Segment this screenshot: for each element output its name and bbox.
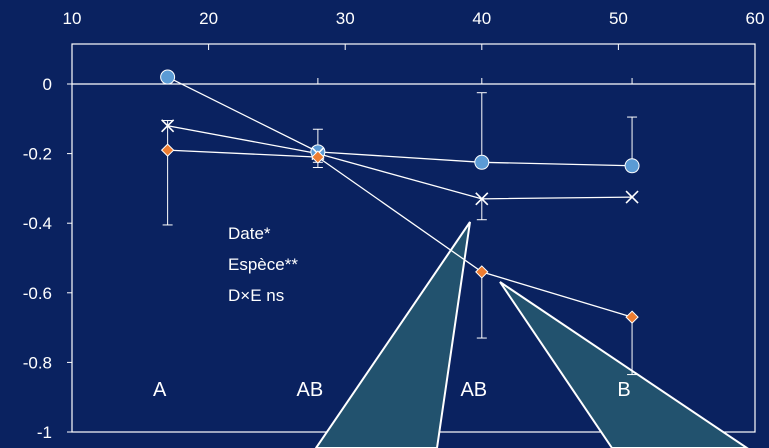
x-tick-label: 60 xyxy=(746,9,765,28)
x-tick-label: 20 xyxy=(199,9,218,28)
x-tick-label: 50 xyxy=(609,9,628,28)
x-axis: 10 20 30 40 50 60 xyxy=(63,9,765,50)
group-letter: A xyxy=(153,379,167,401)
group-letter: AB xyxy=(297,379,324,401)
stats-annotation: Date* Espèce** D×E ns xyxy=(228,224,298,305)
data-point-diamond xyxy=(625,310,639,324)
annotation-line: D×E ns xyxy=(228,286,284,305)
y-tick-label: -0.4 xyxy=(23,214,52,233)
data-point-diamond xyxy=(311,150,325,164)
callout-shapes xyxy=(314,221,749,448)
series-cross xyxy=(167,125,633,221)
data-point-circle xyxy=(624,158,640,174)
data-point-circle xyxy=(160,69,176,85)
group-letter: AB xyxy=(460,379,487,401)
group-letters: A AB AB B xyxy=(153,379,631,401)
data-point-circle xyxy=(474,154,490,170)
series-line xyxy=(167,76,633,167)
callout-wedge-left xyxy=(314,221,471,448)
series-circle xyxy=(162,71,638,167)
y-tick-label: -1 xyxy=(37,423,52,442)
callout-wedge-right xyxy=(499,281,749,448)
series-line xyxy=(167,149,633,318)
data-point-diamond xyxy=(475,265,489,279)
y-tick-label: -0.6 xyxy=(23,284,52,303)
y-tick-label: -0.2 xyxy=(23,145,52,164)
y-tick-label: 0 xyxy=(43,75,52,94)
y-tick-label: -0.8 xyxy=(23,353,52,372)
data-point-cross xyxy=(475,192,489,206)
annotation-line: Espèce** xyxy=(228,255,298,274)
x-tick-label: 40 xyxy=(472,9,491,28)
series-diamond xyxy=(162,120,638,376)
data-point-diamond xyxy=(160,143,175,157)
data-point-cross xyxy=(625,190,639,204)
series-layer xyxy=(160,69,640,376)
series-line xyxy=(167,125,633,200)
annotation-line: Date* xyxy=(228,224,271,243)
y-axis: 0 -0.2 -0.4 -0.6 -0.8 -1 xyxy=(23,75,755,442)
x-tick-label: 10 xyxy=(63,9,82,28)
group-letter: B xyxy=(617,379,630,401)
x-tick-label: 30 xyxy=(336,9,355,28)
data-point-cross xyxy=(161,119,175,133)
